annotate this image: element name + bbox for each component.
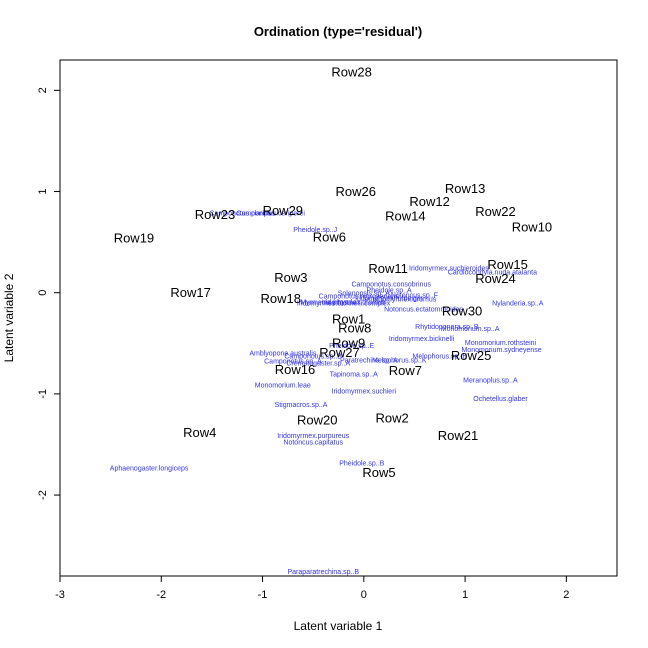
species-label: Cardiocondyla.nuda.atalanta (448, 269, 537, 276)
y-tick-label: -2 (37, 490, 49, 500)
site-label: Row11 (368, 261, 408, 276)
species-label: Camponotus.consobrinus (351, 281, 431, 288)
chart-title: Ordination (type='residual') (254, 24, 422, 39)
species-label: Iridomyrmex.rufoniger (355, 296, 424, 303)
species-label: Notoncus.sp..F (391, 293, 438, 300)
species-label: Iridomyrmex.bicknelli.complex (297, 301, 391, 308)
site-label: Row24 (475, 271, 515, 286)
x-axis: -3 -2 -1 0 1 2 (55, 575, 569, 601)
species-label: Notoncus.ectatommoides (384, 307, 463, 314)
x-tick-label: 1 (462, 589, 468, 601)
species-label: Melophorus.sp..K (372, 357, 427, 364)
species-label: Meranoplus.sp..A (463, 378, 518, 385)
site-label: Row18 (261, 291, 301, 306)
site-label: Row12 (409, 194, 449, 209)
site-label: Row3 (274, 270, 307, 285)
species-label: Paratrechina.sp..A (340, 357, 398, 364)
site-label: Row27 (319, 345, 359, 360)
site-label: Row4 (183, 425, 216, 440)
x-tick-label: -1 (258, 589, 268, 601)
site-label: Row14 (385, 208, 425, 223)
species-label: Melophorus.sp..E (413, 353, 468, 360)
x-tick-label: 2 (563, 589, 569, 601)
species-label: Crematogaster.sp..A (286, 360, 350, 367)
site-label: Row29 (263, 203, 303, 218)
site-label: Row21 (438, 428, 478, 443)
x-tick-label: 0 (361, 589, 367, 601)
y-tick-label: 2 (37, 87, 49, 93)
site-label: Row8 (338, 321, 371, 336)
species-label: Pheidole.sp..J (293, 227, 337, 234)
site-label: Row5 (362, 465, 395, 480)
species-label: Camponotus.ceriperei (236, 211, 305, 218)
site-label: Row2 (376, 411, 409, 426)
species-label: Camponotus.claripes (209, 211, 275, 218)
site-label: Row26 (335, 184, 375, 199)
site-label: Row15 (487, 257, 527, 272)
species-label: Notoncus.capitatus (283, 439, 343, 446)
y-tick-label: 0 (37, 290, 49, 296)
species-label: Solenopsis.sp..A (338, 291, 390, 298)
site-label: Row9 (332, 336, 365, 351)
species-label: Ochetellus.glaber (473, 396, 528, 403)
species-label: Aphaenogaster.longiceps (110, 466, 189, 473)
site-label: Row20 (297, 413, 337, 428)
species-label: Iridomyrmex.dromus (372, 297, 436, 304)
species-label: Amblyopone.australis (249, 350, 316, 357)
site-label: Row10 (512, 219, 552, 234)
site-label: Row22 (475, 204, 515, 219)
x-tick-label: -2 (156, 589, 166, 601)
site-label: Row23 (195, 207, 235, 222)
species-label: Pheidole.sp..E (329, 343, 374, 350)
site-label: Row1 (332, 311, 365, 326)
site-label: Row16 (275, 362, 315, 377)
species-label: Iridomyrmex.purpureus (277, 433, 349, 440)
site-label: Row30 (442, 303, 482, 318)
species-label: Tapinoma.sp..A (330, 372, 379, 379)
site-label: Row25 (451, 348, 491, 363)
x-tick-label: -3 (55, 589, 65, 601)
species-label: Iridomyrmex.suchieri (332, 389, 397, 396)
y-tick-label: -1 (37, 389, 49, 399)
site-label: Row6 (313, 230, 346, 245)
species-label: Pheidole.sp..A (367, 288, 412, 295)
species-label: Pheidole.sp..B (339, 461, 384, 468)
site-label: Row17 (170, 285, 210, 300)
species-label: Monomorium.leae (255, 383, 311, 390)
y-axis: -2 -1 0 1 2 (37, 87, 61, 500)
site-label: Row19 (114, 231, 154, 246)
y-tick-label: 1 (37, 188, 49, 194)
species-label: Monomorium.sydneyense (461, 347, 541, 354)
x-axis-label: Latent variable 1 (294, 619, 383, 633)
species-label: Rhytidoponera.sp..B (415, 324, 479, 331)
species-label: Myrmecia.pilosula (300, 300, 356, 307)
species-label: Monomorium.rothsteini (465, 340, 537, 347)
y-axis-label: Latent variable 2 (2, 273, 16, 362)
species-label: Camponotus.sp..B (284, 353, 342, 360)
species-label: Monomorium.sp..A (441, 326, 500, 333)
species-label: Iridomyrmex.suchieroides (409, 265, 489, 272)
species-label: Camponotus.sp..A (264, 358, 322, 365)
species-label: Nylanderia.sp..A (492, 301, 544, 308)
species-label: Iridomyrmex.bicknelli (389, 336, 455, 343)
species-label: Paraparatrechina.sp..B (288, 569, 360, 576)
species-label: Stigmacros.sp..A (275, 402, 328, 409)
site-label: Row28 (331, 65, 371, 80)
species-label: Camponotus.nigroaeneus (319, 294, 400, 301)
species-label: Iridomyrmex.dromus (322, 300, 386, 307)
site-label: Row7 (389, 363, 422, 378)
site-label: Row13 (445, 181, 485, 196)
